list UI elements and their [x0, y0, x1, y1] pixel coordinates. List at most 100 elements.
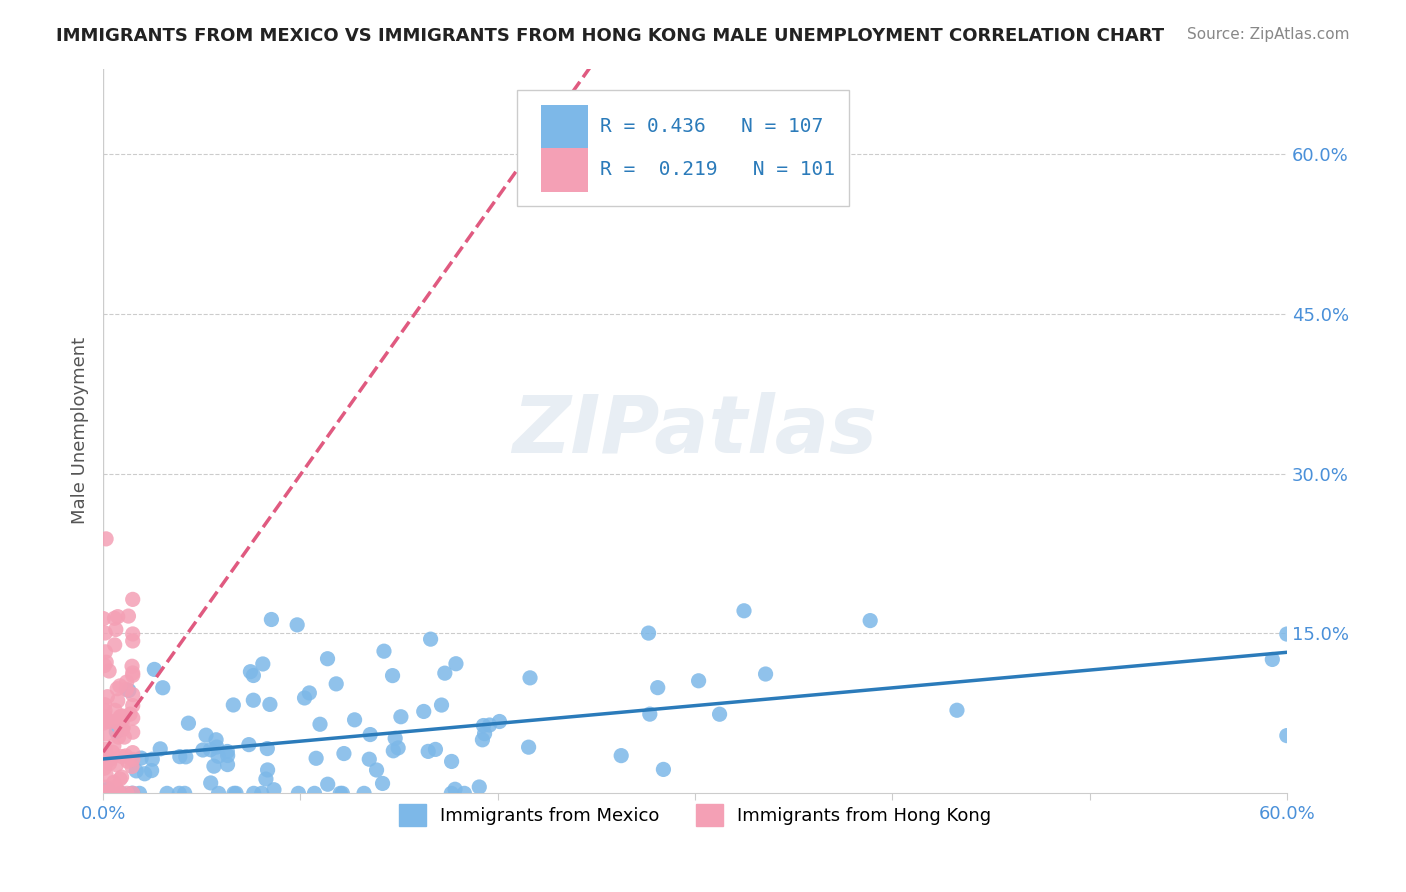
Immigrants from Mexico — [333, 747, 356, 761]
Immigrants from Hong Kong — [94, 727, 117, 741]
Immigrants from Mexico — [471, 732, 494, 747]
Immigrants from Hong Kong — [94, 780, 117, 794]
Immigrants from Hong Kong — [94, 786, 117, 800]
Immigrants from Mexico — [207, 786, 229, 800]
Immigrants from Mexico — [472, 718, 495, 732]
Immigrants from Hong Kong — [107, 713, 129, 727]
Immigrants from Hong Kong — [115, 675, 138, 690]
Immigrants from Hong Kong — [105, 715, 128, 730]
Immigrants from Hong Kong — [91, 611, 114, 625]
Immigrants from Hong Kong — [96, 655, 118, 669]
Immigrants from Mexico — [222, 698, 245, 712]
Immigrants from Hong Kong — [98, 786, 121, 800]
Immigrants from Mexico — [366, 763, 388, 777]
Text: R =  0.219   N = 101: R = 0.219 N = 101 — [600, 161, 835, 179]
Immigrants from Hong Kong — [105, 757, 128, 772]
Immigrants from Mexico — [425, 742, 447, 756]
Immigrants from Hong Kong — [98, 786, 121, 800]
Immigrants from Mexico — [217, 757, 239, 772]
Immigrants from Mexico — [239, 665, 262, 679]
Immigrants from Hong Kong — [94, 704, 117, 718]
Immigrants from Mexico — [519, 671, 541, 685]
Immigrants from Hong Kong — [94, 645, 117, 659]
Immigrants from Hong Kong — [103, 786, 125, 800]
Immigrants from Hong Kong — [121, 725, 143, 739]
Immigrants from Hong Kong — [93, 754, 115, 768]
Immigrants from Mexico — [129, 751, 152, 765]
Immigrants from Mexico — [309, 717, 332, 731]
Immigrants from Hong Kong — [94, 786, 117, 800]
Immigrants from Mexico — [478, 718, 501, 732]
Immigrants from Mexico — [381, 668, 404, 682]
Immigrants from Mexico — [1261, 652, 1284, 666]
Immigrants from Hong Kong — [110, 709, 132, 723]
Immigrants from Mexico — [97, 782, 120, 797]
Immigrants from Hong Kong — [94, 754, 117, 768]
Immigrants from Mexico — [444, 657, 467, 671]
Immigrants from Mexico — [238, 738, 260, 752]
Immigrants from Hong Kong — [121, 752, 143, 766]
Immigrants from Hong Kong — [121, 698, 143, 713]
Immigrants from Hong Kong — [96, 748, 118, 763]
Immigrants from Hong Kong — [112, 710, 135, 724]
Immigrants from Hong Kong — [115, 786, 138, 800]
Immigrants from Mexico — [353, 786, 375, 800]
Immigrants from Hong Kong — [121, 746, 143, 760]
Immigrants from Mexico — [141, 764, 163, 778]
FancyBboxPatch shape — [541, 104, 589, 148]
Immigrants from Hong Kong — [107, 783, 129, 797]
Immigrants from Hong Kong — [101, 786, 124, 800]
Immigrants from Hong Kong — [98, 786, 121, 800]
Immigrants from Hong Kong — [105, 681, 128, 696]
Immigrants from Mexico — [294, 690, 316, 705]
Immigrants from Mexico — [263, 782, 285, 797]
Immigrants from Mexico — [200, 776, 222, 790]
Immigrants from Mexico — [252, 657, 274, 671]
Immigrants from Hong Kong — [103, 739, 125, 753]
Immigrants from Mexico — [430, 698, 453, 712]
Immigrants from Hong Kong — [107, 694, 129, 708]
Immigrants from Hong Kong — [104, 638, 127, 652]
Immigrants from Hong Kong — [104, 623, 127, 637]
Immigrants from Hong Kong — [105, 786, 128, 800]
Immigrants from Hong Kong — [98, 756, 121, 771]
Text: ZIPatlas: ZIPatlas — [512, 392, 877, 470]
Immigrants from Mexico — [105, 724, 128, 739]
Immigrants from Mexico — [143, 662, 166, 676]
Immigrants from Mexico — [169, 749, 191, 764]
Immigrants from Hong Kong — [91, 714, 114, 728]
Immigrants from Hong Kong — [96, 786, 118, 800]
Immigrants from Mexico — [384, 731, 406, 746]
Immigrants from Hong Kong — [121, 688, 143, 702]
Immigrants from Mexico — [298, 686, 321, 700]
Immigrants from Mexico — [207, 749, 229, 764]
Immigrants from Hong Kong — [94, 710, 117, 724]
Immigrants from Hong Kong — [101, 782, 124, 797]
Immigrants from Mexico — [419, 632, 441, 647]
Immigrants from Hong Kong — [96, 754, 118, 768]
Immigrants from Hong Kong — [103, 775, 125, 789]
Immigrants from Hong Kong — [101, 786, 124, 800]
Immigrants from Mexico — [325, 677, 347, 691]
Immigrants from Hong Kong — [111, 749, 134, 764]
Immigrants from Hong Kong — [107, 609, 129, 624]
Immigrants from Hong Kong — [98, 664, 121, 678]
Immigrants from Hong Kong — [100, 786, 122, 800]
Immigrants from Hong Kong — [96, 690, 118, 704]
Immigrants from Mexico — [200, 742, 222, 756]
Immigrants from Mexico — [638, 707, 661, 722]
Immigrants from Hong Kong — [93, 698, 115, 712]
Immigrants from Hong Kong — [94, 768, 117, 782]
Immigrants from Hong Kong — [103, 611, 125, 625]
Immigrants from Hong Kong — [101, 745, 124, 759]
Immigrants from Mexico — [195, 728, 218, 742]
Immigrants from Hong Kong — [121, 665, 143, 680]
Immigrants from Mexico — [316, 651, 339, 665]
Immigrants from Mexico — [371, 776, 394, 790]
Immigrants from Mexico — [610, 748, 633, 763]
Immigrants from Mexico — [173, 786, 195, 800]
Immigrants from Mexico — [474, 727, 496, 741]
Immigrants from Mexico — [688, 673, 710, 688]
Immigrants from Hong Kong — [111, 709, 134, 723]
Immigrants from Mexico — [141, 752, 163, 766]
